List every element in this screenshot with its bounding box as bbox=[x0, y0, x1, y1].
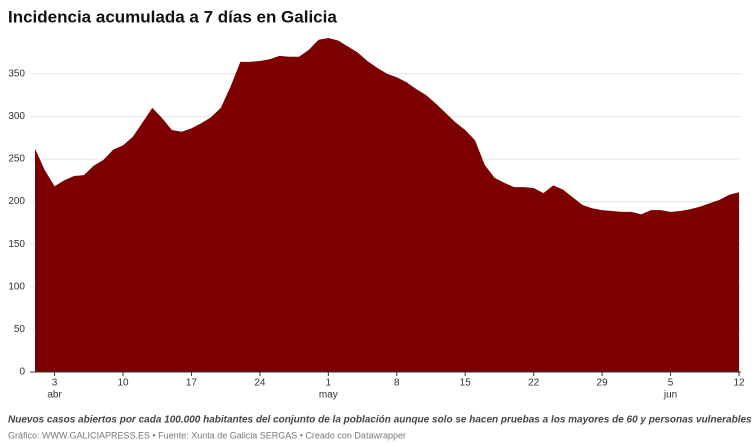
y-tick-label: 50 bbox=[14, 324, 26, 335]
x-tick-label: 22 bbox=[528, 378, 540, 389]
x-month-label: jun bbox=[663, 390, 677, 401]
y-tick-label: 200 bbox=[8, 196, 25, 207]
x-tick-label: 29 bbox=[597, 378, 609, 389]
y-tick-label: 300 bbox=[8, 111, 25, 122]
x-month-label: abr bbox=[47, 390, 62, 401]
x-tick-label: 17 bbox=[186, 378, 198, 389]
x-month-label: may bbox=[319, 390, 338, 401]
x-tick-label: 8 bbox=[394, 378, 400, 389]
y-tick-label: 250 bbox=[8, 154, 25, 165]
y-tick-label: 100 bbox=[8, 281, 25, 292]
y-tick-label: 0 bbox=[19, 367, 25, 378]
footer: Gráfico: WWW.GALICIAPRESS.ES • Fuente: X… bbox=[8, 430, 406, 440]
x-tick-label: 10 bbox=[117, 378, 129, 389]
x-tick-label: 5 bbox=[668, 378, 674, 389]
x-tick-label: 3 bbox=[52, 378, 58, 389]
y-tick-label: 150 bbox=[8, 239, 25, 250]
x-tick-label: 1 bbox=[326, 378, 332, 389]
chart-title: Incidencia acumulada a 7 días en Galicia bbox=[8, 7, 337, 26]
x-tick-label: 12 bbox=[733, 378, 745, 389]
y-tick-label: 350 bbox=[8, 68, 25, 79]
x-tick-label: 24 bbox=[254, 378, 266, 389]
x-tick-label: 15 bbox=[460, 378, 472, 389]
area bbox=[35, 38, 739, 372]
caption: Nuevos casos abiertos por cada 100.000 h… bbox=[8, 415, 752, 426]
